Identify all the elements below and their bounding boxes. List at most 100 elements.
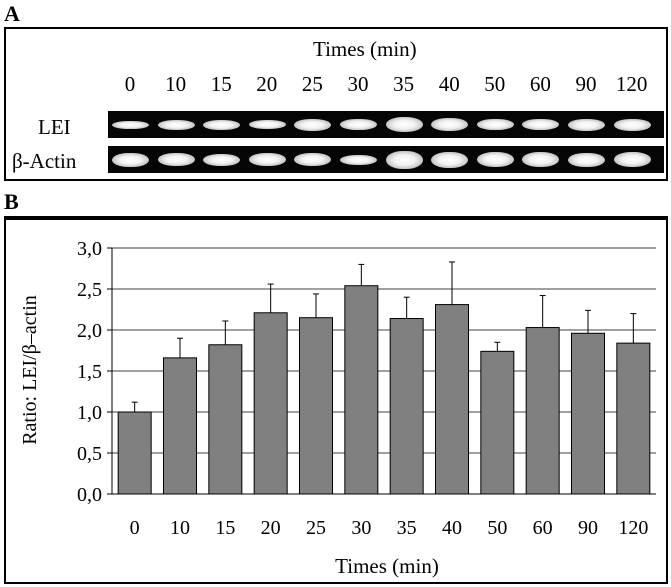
gel-lane (475, 146, 516, 173)
gel-band (203, 119, 241, 130)
y-tick-label: 2,5 (77, 279, 102, 301)
gel-lane (475, 111, 516, 138)
gel-lane (520, 111, 561, 138)
gel-lane (247, 111, 288, 138)
gel-lane (156, 146, 197, 173)
chart-axes (107, 247, 656, 495)
x-tick-label: 30 (351, 517, 371, 539)
bar (253, 312, 288, 495)
gel-lane (566, 146, 607, 173)
chart-gridlines (112, 247, 656, 454)
gel-row-label-actin: β-Actin (12, 149, 77, 173)
gel-time-label: 15 (210, 72, 232, 96)
y-tick-label: 1,5 (77, 361, 102, 383)
gel-lane (338, 146, 379, 173)
gel-time-label: 50 (484, 72, 506, 96)
x-tick-label: 50 (487, 517, 507, 539)
gel-panel (4, 27, 668, 181)
gel-lane (110, 111, 151, 138)
gel-band (340, 154, 377, 165)
panel-a-letter: A (4, 1, 20, 26)
bar (616, 342, 651, 495)
gel-band (294, 118, 332, 131)
gel-band (568, 118, 605, 131)
y-tick-label: 1,0 (77, 402, 102, 424)
gel-lane (201, 146, 242, 173)
gel-lane (384, 111, 425, 138)
x-tick-label: 35 (397, 517, 417, 539)
gel-lane (292, 146, 333, 173)
gel-lane (612, 111, 653, 138)
gel-time-label: 40 (438, 72, 460, 96)
gel-lane (566, 111, 607, 138)
gel-band (385, 150, 423, 169)
gel-band (248, 153, 286, 166)
chart-panel (4, 216, 668, 584)
bar (299, 317, 333, 495)
gel-title: Times (min) (313, 37, 417, 61)
gel-time-label: 0 (124, 72, 136, 96)
gel-lane (247, 146, 288, 173)
gel-strip-actin (108, 146, 664, 173)
x-tick-label: 25 (306, 517, 326, 539)
gel-band (613, 118, 651, 131)
x-tick-label: 60 (533, 517, 553, 539)
x-tick-label: 0 (130, 517, 140, 539)
bar (435, 304, 469, 495)
gel-band (112, 152, 149, 167)
bar (571, 332, 605, 495)
gel-lane (520, 146, 561, 173)
x-tick-label: 120 (618, 517, 648, 539)
x-tick-label: 20 (261, 517, 281, 539)
gel-lane (156, 111, 197, 138)
y-tick-label: 3,0 (77, 238, 102, 260)
x-axis-label: Times (min) (335, 554, 439, 578)
gel-band (613, 152, 651, 167)
gel-time-label: 35 (393, 72, 415, 96)
x-tick-label: 90 (578, 517, 598, 539)
gel-time-label: 30 (347, 72, 369, 96)
gel-band (294, 153, 332, 166)
y-tick-label: 2,0 (77, 320, 102, 342)
panel-b-letter: B (4, 189, 19, 214)
gel-time-label: 90 (575, 72, 597, 96)
bar (480, 350, 515, 495)
gel-band (568, 152, 605, 167)
gel-band (157, 153, 195, 166)
x-tick-label: 10 (170, 517, 190, 539)
bar (208, 344, 243, 495)
y-tick-label: 0,5 (77, 443, 102, 465)
gel-lane (429, 111, 470, 138)
gel-band (340, 119, 377, 130)
y-tick-label: 0,0 (77, 484, 102, 506)
gel-band (112, 120, 149, 129)
x-tick-label: 15 (215, 517, 235, 539)
y-axis-label: Ratio: LEI/β–actin (19, 295, 41, 445)
bar (117, 411, 152, 495)
gel-lane (110, 146, 151, 173)
chart-bars (117, 285, 651, 495)
gel-band (385, 117, 423, 132)
bar (344, 285, 379, 495)
gel-strip-lei (108, 111, 664, 138)
gel-band (203, 153, 241, 166)
gel-time-label: 25 (301, 72, 323, 96)
gel-time-label: 120 (615, 72, 648, 96)
bar (525, 327, 560, 495)
gel-band (522, 119, 560, 130)
bar (163, 357, 197, 495)
gel-band (431, 151, 469, 168)
gel-band (522, 152, 560, 167)
gel-band (157, 119, 195, 130)
gel-band (431, 118, 469, 131)
gel-lane (201, 111, 242, 138)
gel-lane (338, 111, 379, 138)
chart-error-bars (131, 261, 637, 412)
x-tick-label: 40 (442, 517, 462, 539)
gel-band (248, 120, 286, 129)
gel-lane (384, 146, 425, 173)
gel-lane (612, 146, 653, 173)
gel-band (476, 119, 514, 130)
gel-time-label: 60 (529, 72, 551, 96)
